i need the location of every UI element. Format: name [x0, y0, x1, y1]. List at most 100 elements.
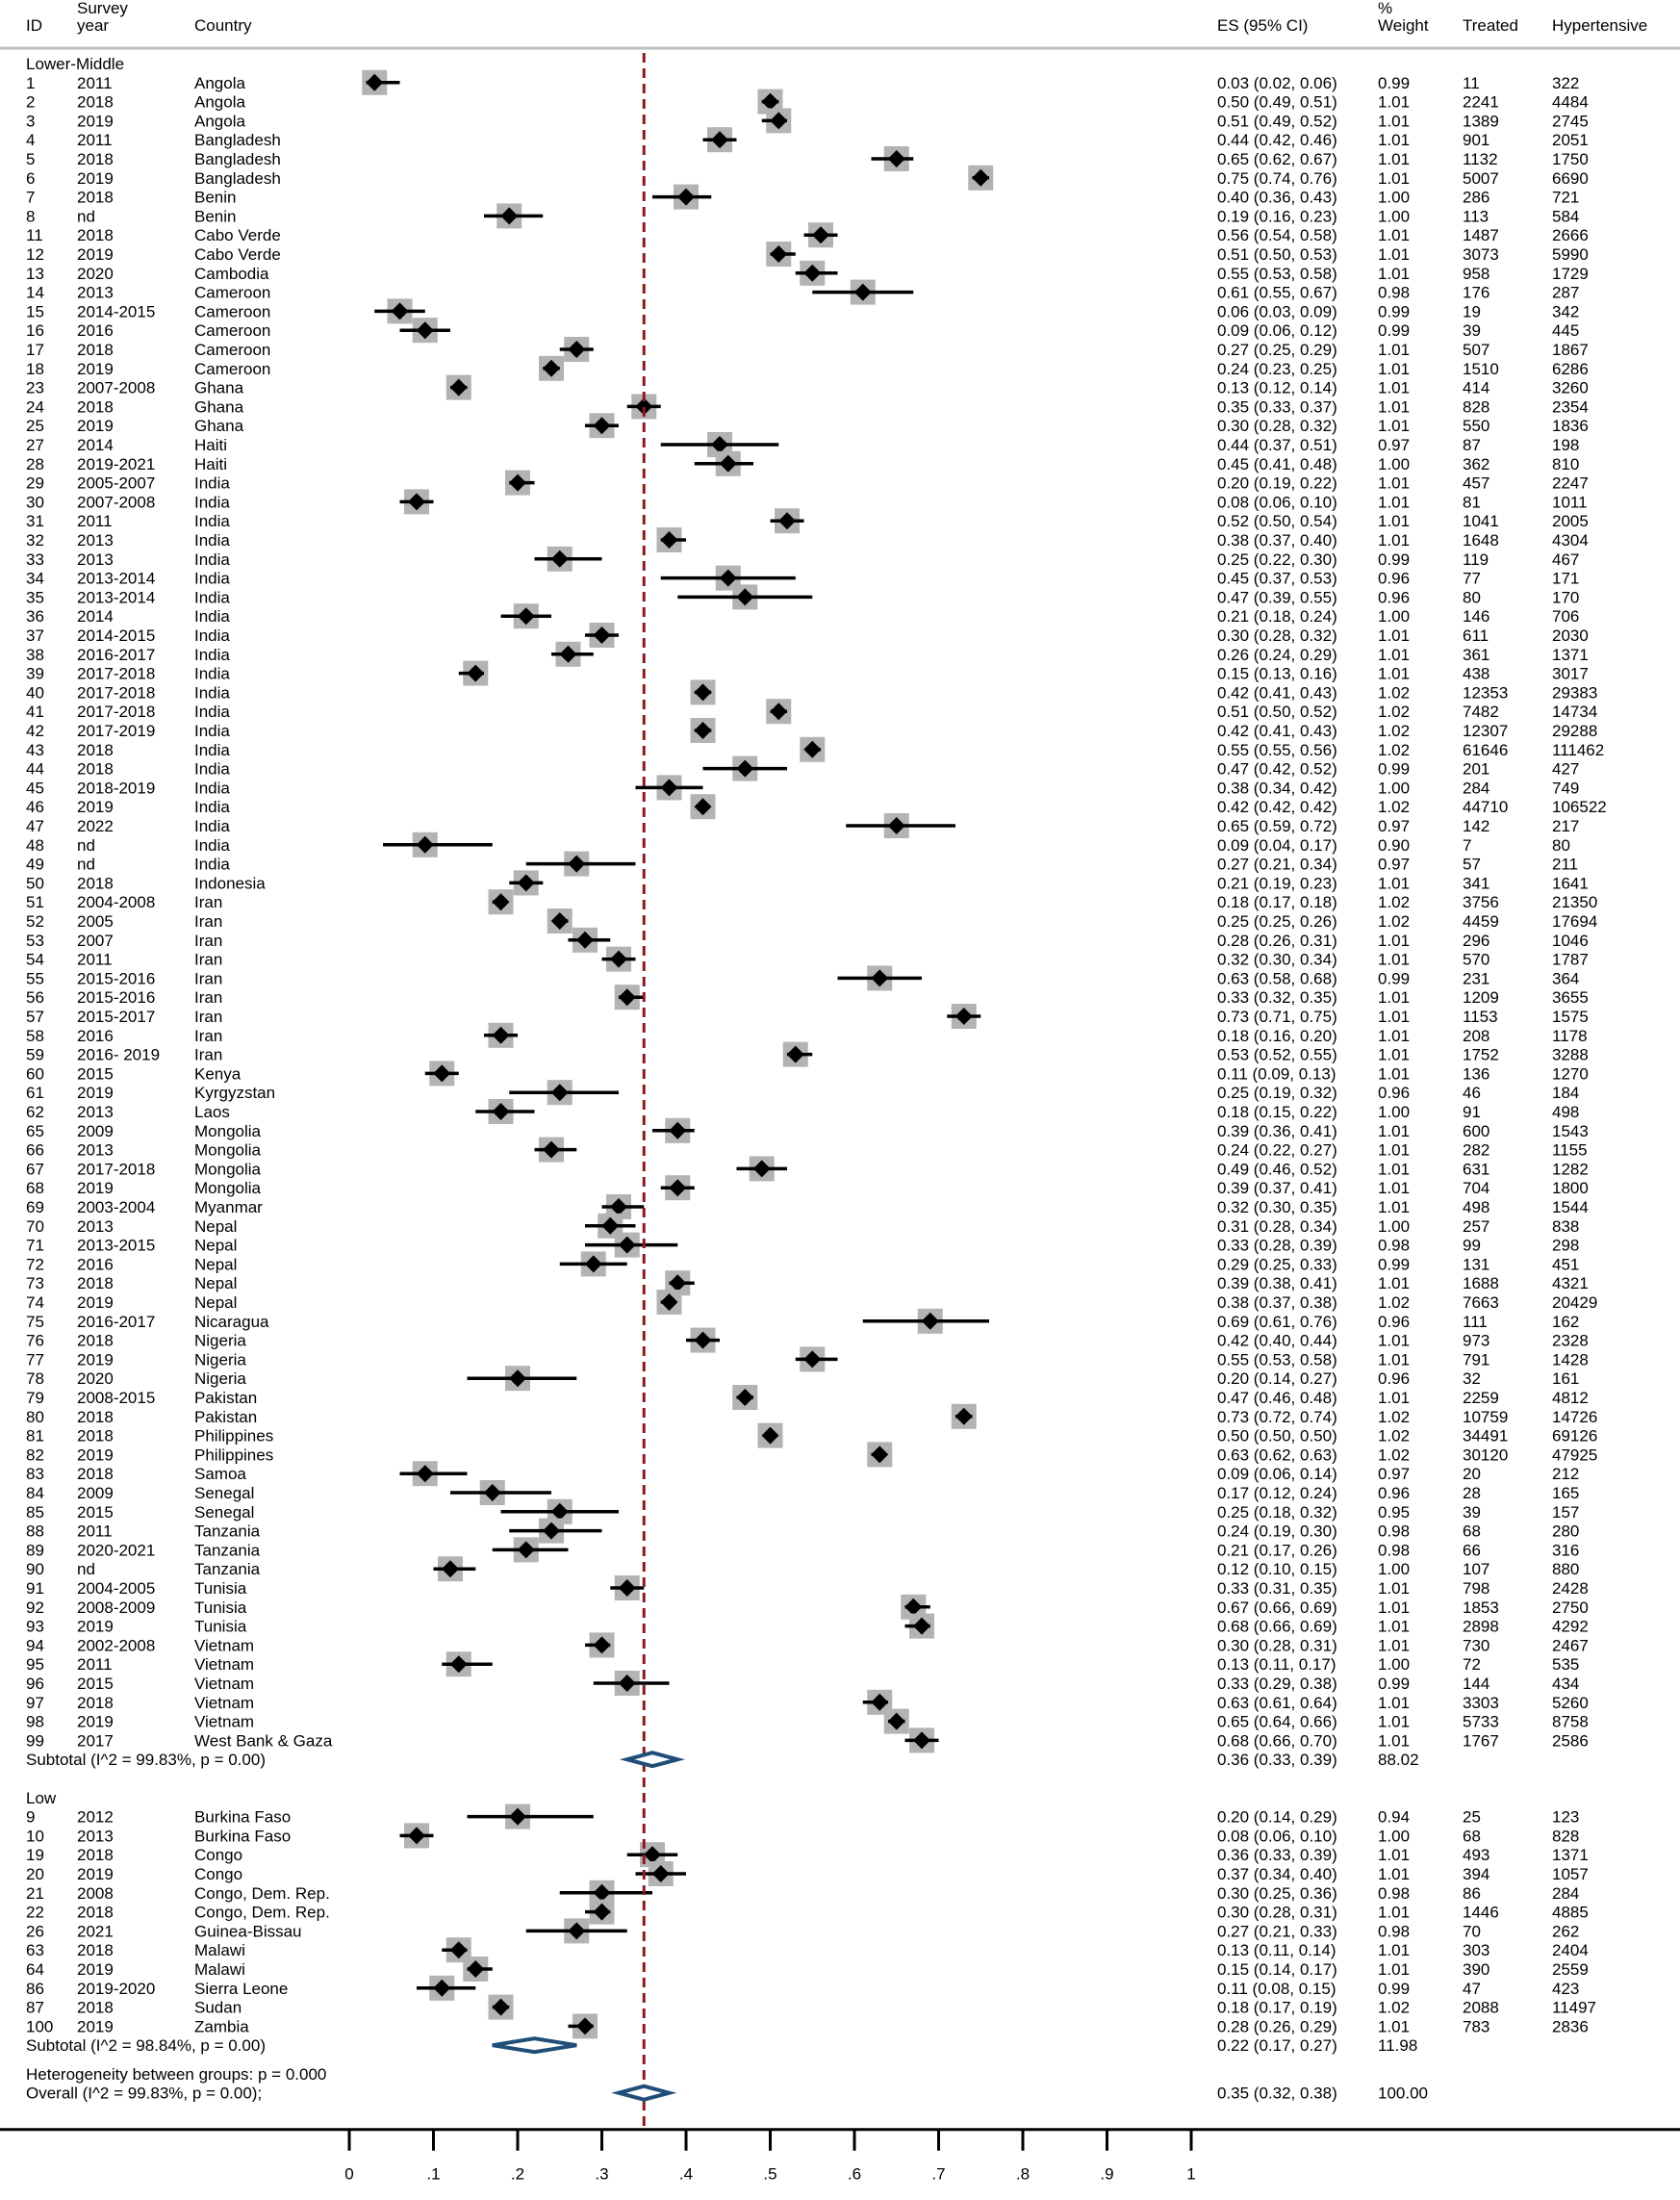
header-weight-line2: Weight	[1378, 16, 1429, 35]
study-weight: 0.96	[1378, 570, 1410, 588]
study-id: 24	[26, 397, 44, 416]
study-es: 0.24 (0.19, 0.30)	[1217, 1522, 1337, 1541]
study-hypertensive: 1729	[1552, 265, 1589, 283]
study-country: Iran	[194, 1046, 222, 1064]
point-estimate	[610, 950, 627, 968]
study-weight: 0.99	[1378, 74, 1410, 92]
study-row: 99 2017 West Bank & Gaza 0.68 (0.66, 0.70) 1…	[26, 1727, 1589, 1753]
study-row: 56 2015-2016 Iran 0.33 (0.32, 0.35) 1.01 1209…	[26, 985, 1589, 1010]
study-weight: 1.01	[1378, 474, 1410, 493]
study-hypertensive: 1800	[1552, 1179, 1589, 1197]
study-row: 93 2019 Tunisia 0.68 (0.66, 0.69) 1.01 2898 42…	[26, 1613, 1589, 1639]
study-hypertensive: 212	[1552, 1465, 1579, 1483]
study-weight: 1.01	[1378, 150, 1410, 168]
study-weight: 0.99	[1378, 302, 1410, 320]
study-weight: 1.00	[1378, 1217, 1410, 1236]
study-year: 2013	[77, 284, 114, 302]
point-estimate	[610, 1198, 627, 1215]
study-id: 69	[26, 1198, 44, 1216]
study-es: 0.27 (0.21, 0.34)	[1217, 856, 1337, 874]
point-estimate	[669, 1121, 687, 1139]
study-country: Congo	[194, 1865, 242, 1883]
study-es: 0.38 (0.34, 0.42)	[1217, 779, 1337, 797]
point-estimate	[543, 1140, 560, 1159]
study-year: 2013	[77, 1103, 114, 1121]
study-year: 2014-2015	[77, 627, 155, 645]
study-es: 0.49 (0.46, 0.52)	[1217, 1160, 1337, 1178]
study-id: 66	[26, 1141, 44, 1160]
study-weight: 1.01	[1378, 1008, 1410, 1026]
study-id: 44	[26, 760, 44, 779]
study-row: 100 2019 Zambia 0.28 (0.26, 0.29) 1.01 783 283…	[26, 2013, 1589, 2039]
study-row: 47 2022 India 0.65 (0.59, 0.72) 0.97 142 217	[26, 813, 1579, 838]
overall-label: Overall (I^2 = 99.83%, p = 0.00);	[26, 2085, 262, 2103]
study-treated: 1767	[1463, 1731, 1499, 1750]
point-estimate	[408, 493, 425, 511]
study-treated: 5007	[1463, 169, 1499, 188]
study-year: 2017-2018	[77, 703, 155, 721]
study-weight: 1.01	[1378, 932, 1410, 950]
study-hypertensive: 498	[1552, 1103, 1579, 1121]
study-treated: 394	[1463, 1865, 1489, 1883]
study-treated: 414	[1463, 379, 1489, 397]
study-country: Ghana	[194, 397, 244, 416]
study-id: 25	[26, 417, 44, 435]
study-year: 2018	[77, 760, 114, 779]
study-hypertensive: 467	[1552, 550, 1579, 569]
study-weight: 1.00	[1378, 207, 1410, 225]
study-es: 0.63 (0.61, 0.64)	[1217, 1694, 1337, 1712]
study-year: 2009	[77, 1484, 114, 1502]
study-year: nd	[77, 1560, 95, 1578]
study-country: Nepal	[194, 1255, 237, 1273]
study-year: 2018	[77, 226, 114, 244]
point-estimate	[904, 1598, 923, 1616]
study-weight: 0.99	[1378, 550, 1410, 569]
study-es: 0.19 (0.16, 0.23)	[1217, 207, 1337, 225]
study-id: 49	[26, 856, 44, 874]
study-weight: 0.99	[1378, 1980, 1410, 1998]
study-year: 2018	[77, 189, 114, 207]
x-tick-label: 1	[1186, 2165, 1195, 2184]
header-year-line2: year	[77, 16, 109, 35]
study-weight: 1.00	[1378, 1827, 1410, 1845]
study-weight: 0.99	[1378, 1255, 1410, 1273]
study-row: 42 2017-2019 India 0.42 (0.41, 0.43) 1.02 123…	[26, 718, 1597, 743]
study-hypertensive: 2586	[1552, 1731, 1589, 1750]
study-country: India	[194, 798, 230, 816]
study-es: 0.30 (0.28, 0.32)	[1217, 417, 1337, 435]
study-es: 0.44 (0.42, 0.46)	[1217, 131, 1337, 149]
study-year: 2013	[77, 531, 114, 550]
study-es: 0.08 (0.06, 0.10)	[1217, 1827, 1337, 1845]
header-weight-line1: %	[1378, 0, 1392, 17]
study-row: 98 2019 Vietnam 0.65 (0.64, 0.66) 1.01 5733 87…	[26, 1708, 1589, 1734]
study-weight: 1.01	[1378, 93, 1410, 112]
study-weight: 0.97	[1378, 817, 1410, 835]
study-year: 2007	[77, 932, 114, 950]
point-estimate	[509, 1807, 526, 1826]
study-country: Kenya	[194, 1064, 242, 1083]
study-weight: 1.01	[1378, 493, 1410, 511]
point-estimate	[433, 1064, 451, 1083]
study-es: 0.13 (0.11, 0.17)	[1217, 1655, 1336, 1674]
study-hypertensive: 1428	[1552, 1350, 1589, 1369]
study-hypertensive: 1178	[1552, 1027, 1588, 1045]
study-year: 2014-2015	[77, 302, 155, 320]
study-hypertensive: 162	[1552, 1313, 1579, 1331]
study-row: 55 2015-2016 Iran 0.63 (0.58, 0.68) 0.99 231 3…	[26, 965, 1579, 991]
study-hypertensive: 1282	[1552, 1160, 1589, 1178]
x-tick-label: .7	[931, 2165, 945, 2184]
study-year: 2016	[77, 321, 114, 340]
point-estimate	[492, 1998, 510, 2016]
study-year: 2019-2020	[77, 1980, 155, 1998]
study-year: 2017-2018	[77, 1160, 155, 1178]
study-treated: 901	[1463, 131, 1489, 149]
study-id: 76	[26, 1332, 44, 1350]
study-id: 100	[26, 2017, 53, 2035]
study-country: Indonesia	[194, 874, 266, 892]
study-year: 2019-2021	[77, 455, 155, 473]
header-hypertensive: Hypertensive	[1552, 16, 1647, 35]
study-weight: 1.01	[1378, 1694, 1410, 1712]
study-country: Cameroon	[194, 284, 270, 302]
study-es: 0.30 (0.28, 0.31)	[1217, 1904, 1337, 1922]
study-treated: 20	[1463, 1465, 1481, 1483]
